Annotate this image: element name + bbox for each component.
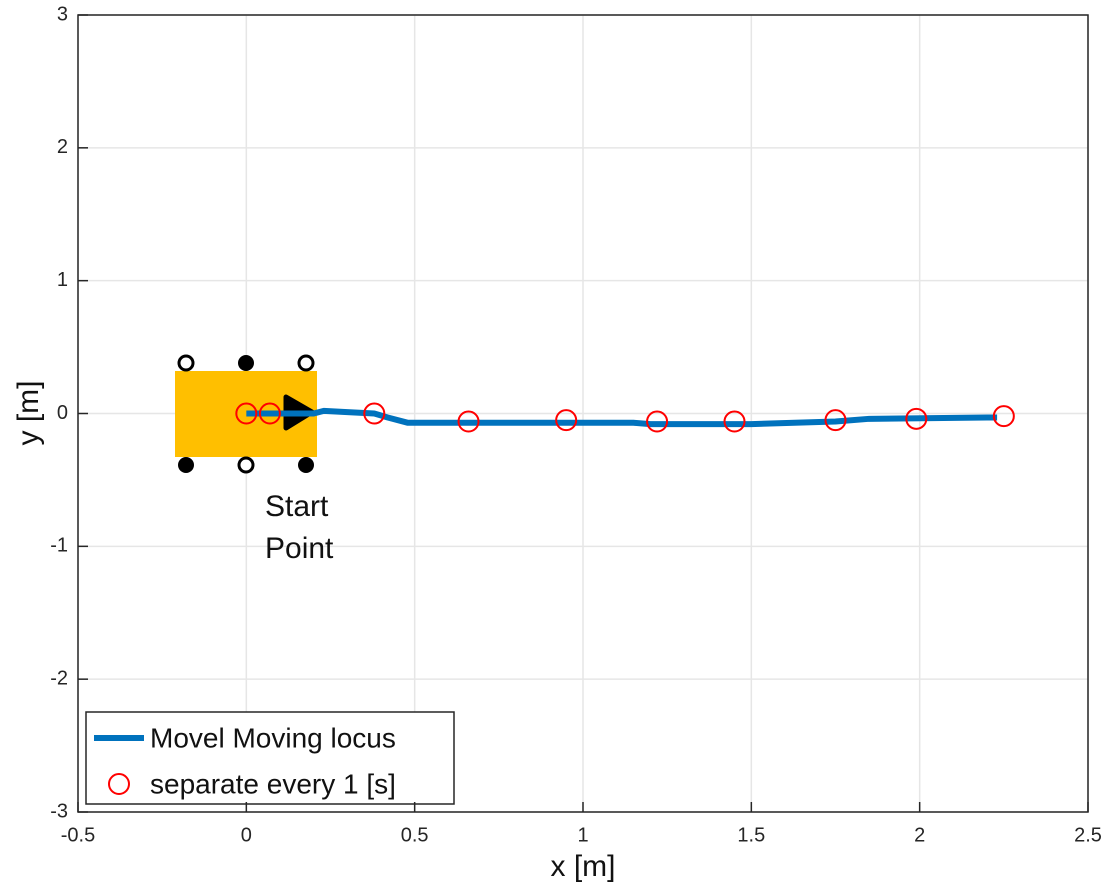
x-axis-label: x [m] (551, 850, 616, 883)
x-tick-label: 0 (241, 824, 252, 846)
wheel (239, 458, 253, 472)
wheel (179, 356, 193, 370)
wheel (298, 457, 314, 473)
x-tick-label: 2.5 (1074, 824, 1102, 846)
legend-label: Movel Moving locus (150, 722, 396, 753)
wheel (299, 356, 313, 370)
x-tick-label: -0.5 (61, 824, 95, 846)
y-tick-label: -1 (50, 535, 68, 557)
y-tick-label: -3 (50, 800, 68, 822)
wheel (238, 355, 254, 371)
wheel (178, 457, 194, 473)
y-tick-label: 3 (57, 3, 68, 25)
legend-label: separate every 1 [s] (150, 768, 396, 799)
x-tick-label: 0.5 (401, 824, 429, 846)
chart: Start Point x [m] y [m] Movel Moving loc… (0, 0, 1111, 889)
annotation: Point (265, 532, 334, 565)
x-tick-label: 2 (914, 824, 925, 846)
x-tick-label: 1.5 (737, 824, 765, 846)
y-axis-label: y [m] (12, 381, 45, 446)
y-tick-label: 0 (57, 402, 68, 424)
y-tick-label: 2 (57, 136, 68, 158)
annotation: Start (265, 490, 329, 523)
x-tick-label: 1 (577, 824, 588, 846)
y-tick-label: 1 (57, 269, 68, 291)
y-tick-label: -2 (50, 667, 68, 689)
page: {"chart_data": {"type": "line", "xlabel"… (0, 0, 1111, 889)
legend: Movel Moving locus separate every 1 [s] (86, 712, 454, 804)
